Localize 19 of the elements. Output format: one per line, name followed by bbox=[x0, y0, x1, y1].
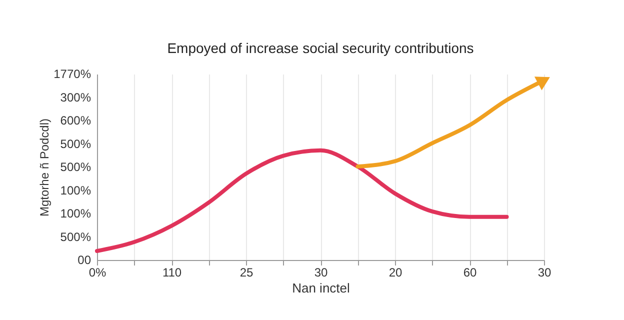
text: 500% bbox=[60, 160, 92, 174]
chart-title: Empoyed of increase social security contributions bbox=[167, 40, 474, 56]
x-tick-label: 25 bbox=[240, 266, 254, 280]
text: 00 bbox=[78, 253, 92, 267]
text: 500% bbox=[60, 136, 92, 151]
text: 1770% bbox=[54, 67, 92, 81]
y-axis-title: Mgtorhe ñ Podcdl) bbox=[38, 118, 52, 217]
x-tick-label: 30 bbox=[538, 266, 552, 280]
text: 300% bbox=[60, 90, 92, 104]
x-tick-label: 0% bbox=[88, 266, 106, 280]
text: 600% bbox=[60, 114, 92, 128]
text: 100% bbox=[60, 206, 92, 220]
x-tick-label: 20 bbox=[388, 266, 402, 280]
x-tick-label: 30 bbox=[314, 266, 328, 280]
x-tick-label: 110 bbox=[162, 266, 182, 280]
x-tick-label: 60 bbox=[463, 266, 477, 280]
text: 100% bbox=[60, 183, 92, 198]
text: 500% bbox=[60, 230, 92, 244]
x-axis-title: Nan inctel bbox=[292, 280, 350, 296]
